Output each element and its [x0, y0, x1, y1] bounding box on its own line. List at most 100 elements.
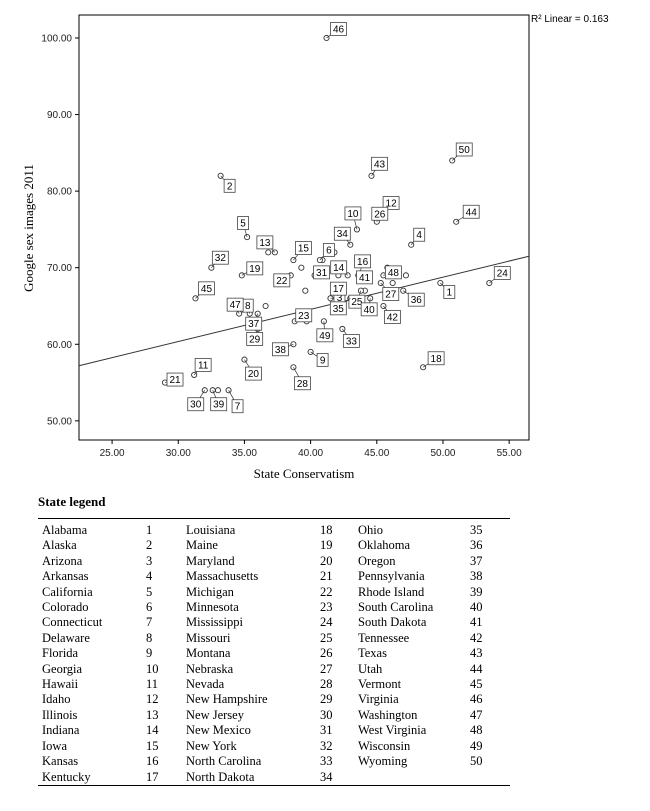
legend-state-name: Indiana — [42, 723, 80, 738]
point-label: 11 — [198, 360, 209, 371]
legend-state-name: New York — [186, 738, 237, 753]
point-label: 3 — [337, 293, 343, 304]
data-point — [265, 249, 272, 256]
point-label-box — [246, 332, 264, 346]
legend-state-number: 28 — [320, 677, 333, 692]
legend-state-name: Montana — [186, 646, 231, 661]
point-label-box — [385, 265, 402, 280]
legend-state-name: Florida — [42, 646, 79, 661]
point-label: 40 — [364, 305, 376, 316]
legend-state-number: 39 — [470, 584, 483, 599]
point-label-box — [329, 301, 347, 316]
point-label-box — [246, 261, 264, 276]
legend-state-name: Texas — [358, 646, 387, 661]
point-label-box — [245, 366, 262, 381]
legend-state-number: 44 — [470, 661, 483, 676]
legend-state-number: 14 — [146, 723, 159, 738]
legend-state-number: 4 — [146, 569, 153, 584]
point-label: 9 — [320, 355, 326, 366]
legend-state-name: Michigan — [186, 584, 234, 599]
legend-state-name: Colorado — [42, 600, 89, 615]
data-point-19 — [238, 272, 245, 279]
legend-row: Arizona 3 Maryland 20 Oregon 37 — [38, 554, 510, 569]
legend-state-name: Idaho — [42, 692, 71, 707]
point-label: 50 — [459, 145, 471, 156]
point-label: 46 — [333, 24, 345, 35]
legend-state-name: Arizona — [42, 553, 83, 568]
data-point — [389, 279, 396, 287]
point-label: 2 — [227, 181, 233, 192]
legend-state-name: Utah — [358, 661, 383, 676]
legend-state-number: 26 — [320, 646, 333, 661]
legend-row: Kansas 16 North Carolina 33 Wyoming 50 — [38, 754, 510, 769]
point-label: 6 — [326, 246, 332, 257]
legend-state-number: 35 — [470, 523, 483, 537]
legend-state-name: Kentucky — [42, 769, 91, 784]
legend-state-name: West Virginia — [358, 723, 427, 738]
legend-row: Georgia 10 Nebraska 27 Utah 44 — [38, 662, 510, 677]
point-label-box — [316, 353, 329, 367]
legend-row: Illinois 13 New Jersey 30 Washington 47 — [38, 708, 510, 723]
legend-state-number: 8 — [146, 630, 153, 645]
legend-state-number: 19 — [320, 538, 333, 553]
data-point-20 — [241, 356, 248, 363]
legend-state-number: 40 — [470, 600, 483, 615]
legend-state-name: New Hampshire — [186, 692, 268, 707]
point-label-box — [295, 241, 312, 255]
point-label: 35 — [333, 304, 345, 315]
legend-state-name: Nevada — [186, 677, 225, 692]
legend-row: Iowa 15 New York 32 Wisconsin 49 — [38, 739, 510, 754]
legend-row: Connecticut 7 Mississippi 24 South Dakota 41 — [38, 615, 510, 630]
point-label: 12 — [386, 199, 398, 210]
legend-state-name: Louisiana — [186, 523, 236, 537]
point-label: 49 — [319, 331, 331, 342]
point-label-box — [329, 281, 347, 296]
point-label: 36 — [411, 295, 423, 306]
legend-row: Colorado 6 Minnesota 23 South Carolina 40 — [38, 600, 510, 615]
point-label-box — [295, 308, 313, 323]
data-point — [214, 387, 222, 394]
point-label-box — [330, 260, 348, 275]
legend-row: Delaware 8 Missouri 25 Tennessee 42 — [38, 631, 510, 646]
point-label-box — [356, 270, 373, 285]
point-label-box — [294, 376, 311, 391]
legend-state-number — [470, 770, 510, 786]
plot-area — [78, 14, 530, 441]
data-point-7 — [225, 387, 232, 394]
legend-state-name: North Dakota — [186, 769, 255, 784]
legend-state-name: Georgia — [42, 661, 83, 676]
point-label-box — [330, 22, 347, 36]
legend-state-name: Illinois — [42, 707, 78, 722]
legend-title: State legend — [38, 494, 106, 509]
point-label: 15 — [298, 244, 310, 255]
legend-state-name: Massachusetts — [186, 569, 259, 584]
point-label-box — [273, 273, 291, 288]
point-label-box — [237, 216, 249, 230]
point-label: 4 — [416, 230, 422, 241]
point-label: 10 — [347, 209, 359, 220]
legend-state-number: 9 — [146, 646, 153, 661]
point-label-box — [256, 235, 274, 250]
x-tick-label: 55.00 — [497, 448, 522, 459]
data-point-46 — [323, 34, 330, 42]
point-label: 21 — [169, 375, 181, 386]
legend-state-name: Oregon — [358, 553, 396, 568]
legend-state-name: Tennessee — [358, 630, 410, 645]
legend-state-number: 15 — [146, 738, 159, 753]
legend-row: Alaska 2 Maine 19 Oklahoma 36 — [38, 538, 510, 553]
point-label: 29 — [249, 334, 261, 345]
point-label-box — [198, 281, 215, 296]
point-label-box — [384, 310, 401, 324]
legend-state-name: Vermont — [358, 677, 402, 692]
legend-row: Kentucky 17 North Dakota 34 — [38, 770, 510, 786]
legend-state-number: 2 — [146, 538, 153, 553]
scatter-chart: 25.00 30.00 35.00 40.00 45.00 50.00 55.00 50.00… — [21, 14, 609, 481]
legend-state-name: New Mexico — [186, 723, 251, 738]
data-point-39 — [209, 387, 216, 394]
legend-state-name: South Dakota — [358, 615, 427, 630]
point-label: 48 — [388, 268, 400, 279]
legend-state-name: Alabama — [42, 523, 88, 537]
legend-state-number: 33 — [320, 754, 333, 769]
point-label-box — [493, 266, 511, 280]
point-label-box — [245, 316, 263, 331]
